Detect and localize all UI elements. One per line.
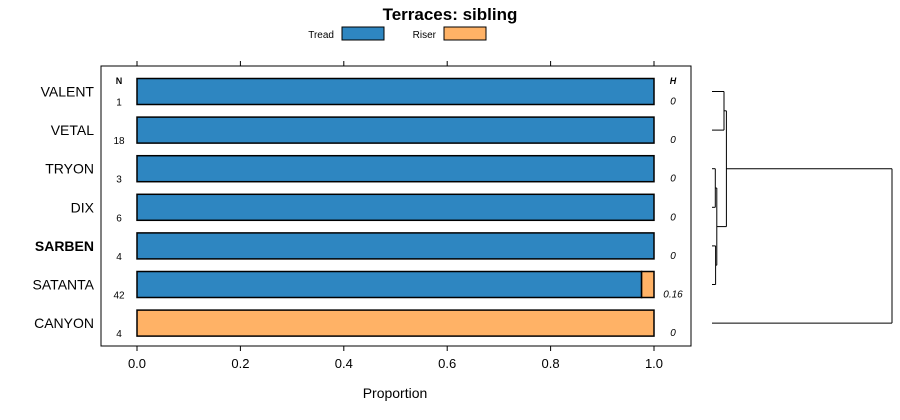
legend-label-tread: Tread <box>308 30 334 41</box>
h-value-vetal: 0 <box>670 135 676 146</box>
plot-panel <box>100 65 692 347</box>
x-tick-label: 1.0 <box>645 356 663 371</box>
n-value-dix: 6 <box>116 213 122 224</box>
h-value-tryon: 0 <box>670 174 676 185</box>
bar-segment-tread-vetal <box>136 116 655 144</box>
x-axis: 0.0 0.2 0.4 0.6 0.8 1.0 <box>128 346 663 371</box>
bar-segment-tread-valent <box>136 77 655 106</box>
category-label-satanta: SATANTA <box>33 277 95 293</box>
x-axis-title: Proportion <box>363 385 428 401</box>
category-label-vetal: VETAL <box>51 122 95 138</box>
bar-segment-riser-satanta <box>640 270 655 299</box>
h-value-canyon: 0 <box>670 328 676 339</box>
dendrogram <box>712 91 893 324</box>
category-label-sarben: SARBEN <box>35 238 94 254</box>
n-value-tryon: 3 <box>116 175 122 186</box>
n-column-header: N <box>116 76 123 86</box>
bar-segment-riser-canyon <box>136 309 655 337</box>
x-tick-label: 0.2 <box>231 356 249 371</box>
bar-segment-tread-tryon <box>136 154 655 183</box>
n-value-satanta: 42 <box>113 291 125 302</box>
x-tick-label: 0.8 <box>542 356 560 371</box>
x-tick-label: 0.6 <box>438 356 456 371</box>
h-value-satanta: 0.16 <box>663 290 683 301</box>
h-column-header: H <box>670 76 677 86</box>
category-label-tryon: TRYON <box>45 161 94 177</box>
category-label-canyon: CANYON <box>34 315 94 331</box>
bar-segment-tread-satanta <box>136 270 643 299</box>
h-value-dix: 0 <box>670 212 676 223</box>
legend: Tread Riser <box>308 26 487 41</box>
h-value-sarben: 0 <box>670 251 676 262</box>
category-label-dix: DIX <box>71 199 95 215</box>
bar-segment-tread-dix <box>136 193 655 222</box>
category-label-valent: VALENT <box>41 84 95 100</box>
legend-label-riser: Riser <box>413 30 437 41</box>
x-tick-label: 0.0 <box>128 356 146 371</box>
n-value-valent: 1 <box>116 98 122 109</box>
chart-title: Terraces: sibling <box>383 5 518 24</box>
bars <box>136 77 655 337</box>
x-tick-label: 0.4 <box>335 356 353 371</box>
n-value-sarben: 4 <box>116 252 122 263</box>
n-value-vetal: 18 <box>113 136 125 147</box>
top-axis-ticks <box>136 61 655 66</box>
legend-swatch-tread <box>341 26 385 41</box>
h-value-valent: 0 <box>670 97 676 108</box>
bar-segment-tread-sarben <box>136 232 655 260</box>
row-labels: VALENT 1 0 VETAL 18 0 TRYON 3 0 DIX 6 0 SARBEN 4 0 SATA… <box>33 84 684 341</box>
n-value-canyon: 4 <box>116 329 122 340</box>
legend-swatch-riser <box>443 26 487 41</box>
